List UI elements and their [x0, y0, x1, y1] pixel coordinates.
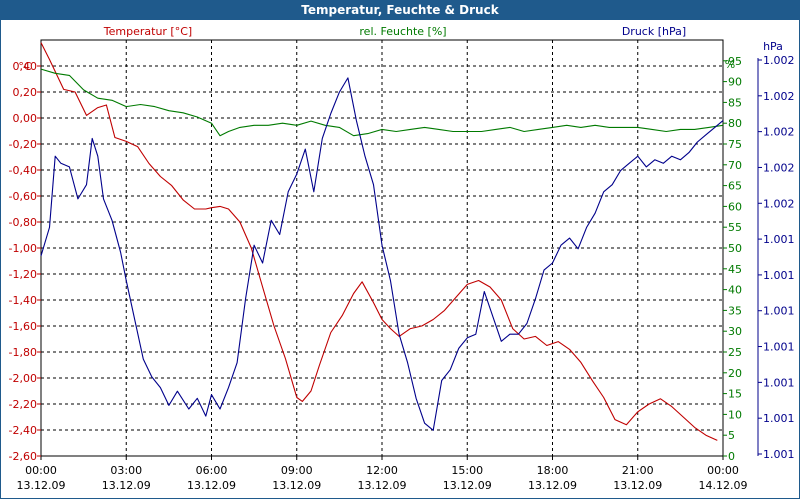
temperature-tick-label: -0,20: [9, 138, 37, 151]
temperature-tick-label: -2,60: [9, 450, 37, 463]
x-tick-date: 14.12.09: [699, 479, 748, 492]
x-tick-time: 18:00: [537, 464, 569, 477]
temperature-tick-label: -1,80: [9, 346, 37, 359]
temperature-tick-label: 0,20: [13, 86, 38, 99]
humidity-tick-label: 25: [728, 346, 742, 359]
humidity-tick-label: 75: [728, 138, 742, 151]
pressure-tick-label: 1.001: [763, 233, 795, 246]
humidity-tick-label: 65: [728, 180, 742, 193]
humidity-tick-label: 50: [728, 242, 742, 255]
x-tick-date: 13.12.09: [358, 479, 407, 492]
humidity-tick-label: 80: [728, 117, 742, 130]
pressure-unit-label: hPa: [763, 40, 783, 53]
temperature-tick-label: 0,40: [13, 60, 38, 73]
pressure-tick-label: 1.001: [763, 305, 795, 318]
axes-layer: 00:00 13.12.09 03:00 13.12.09 06:00 13.12.09 0…: [9, 25, 795, 492]
grid-layer: [40, 39, 724, 457]
humidity-tick-label: 30: [728, 325, 742, 338]
temperature-tick-label: 0,00: [13, 112, 38, 125]
temperature-tick-label: -0,60: [9, 190, 37, 203]
humidity-axis-title: rel. Feuchte [%]: [359, 25, 446, 38]
x-tick-time: 00:00: [25, 464, 57, 477]
humidity-unit-label: %: [725, 58, 735, 71]
pressure-tick-label: 1.001: [763, 448, 795, 461]
temperature-tick-label: -1,40: [9, 294, 37, 307]
x-tick-time: 03:00: [110, 464, 142, 477]
series-layer: [40, 42, 724, 441]
x-tick-date: 13.12.09: [443, 479, 492, 492]
x-tick-date: 13.12.09: [17, 479, 66, 492]
x-tick-date: 13.12.09: [528, 479, 577, 492]
humidity-tick-label: 60: [728, 200, 742, 213]
temperature-tick-label: -2,00: [9, 372, 37, 385]
temperature-tick-label: -1,60: [9, 320, 37, 333]
humidity-tick-label: 45: [728, 263, 742, 276]
humidity-tick-label: 35: [728, 304, 742, 317]
pressure-tick-label: 1.002: [763, 197, 795, 210]
temperature-axis-title: Temperatur [°C]: [103, 25, 192, 38]
x-tick-time: 12:00: [366, 464, 398, 477]
temperature-line: [40, 42, 718, 441]
humidity-tick-label: 0: [728, 450, 735, 463]
x-tick-date: 13.12.09: [187, 479, 236, 492]
pressure-tick-label: 1.002: [763, 126, 795, 139]
temperature-tick-label: -2,40: [9, 424, 37, 437]
humidity-tick-label: 85: [728, 96, 742, 109]
humidity-tick-label: 70: [728, 159, 742, 172]
pressure-tick-label: 1.001: [763, 376, 795, 389]
pressure-tick-label: 1.002: [763, 161, 795, 174]
temperature-tick-label: -0,80: [9, 216, 37, 229]
pressure-tick-label: 1.002: [763, 90, 795, 103]
pressure-tick-label: 1.001: [763, 412, 795, 425]
humidity-tick-label: 95: [728, 55, 742, 68]
pressure-axis-title: Druck [hPa]: [622, 25, 686, 38]
chart-title: Temperatur, Feuchte & Druck: [0, 0, 800, 20]
humidity-tick-label: 5: [728, 429, 735, 442]
x-tick-date: 13.12.09: [102, 479, 151, 492]
x-tick-time: 15:00: [451, 464, 483, 477]
humidity-tick-label: 20: [728, 367, 742, 380]
temperature-unit-label: °C: [18, 60, 32, 73]
x-tick-time: 00:00: [707, 464, 739, 477]
x-tick-time: 06:00: [196, 464, 228, 477]
pressure-tick-label: 1.002: [763, 54, 795, 67]
x-tick-time: 21:00: [622, 464, 654, 477]
temperature-tick-label: -1,00: [9, 242, 37, 255]
temperature-tick-label: -0,40: [9, 164, 37, 177]
humidity-tick-label: 55: [728, 221, 742, 234]
temperature-tick-label: -1,20: [9, 268, 37, 281]
x-tick-date: 13.12.09: [272, 479, 321, 492]
pressure-line: [40, 77, 724, 431]
humidity-tick-label: 90: [728, 76, 742, 89]
x-tick-time: 09:00: [281, 464, 313, 477]
x-tick-date: 13.12.09: [613, 479, 662, 492]
temperature-tick-label: -2,20: [9, 398, 37, 411]
humidity-tick-label: 15: [728, 388, 742, 401]
humidity-tick-label: 10: [728, 408, 742, 421]
pressure-tick-label: 1.001: [763, 269, 795, 282]
chart-svg: 00:00 13.12.09 03:00 13.12.09 06:00 13.12.09 0…: [9, 25, 795, 492]
humidity-line: [40, 68, 724, 137]
pressure-tick-label: 1.001: [763, 341, 795, 354]
humidity-tick-label: 40: [728, 284, 742, 297]
